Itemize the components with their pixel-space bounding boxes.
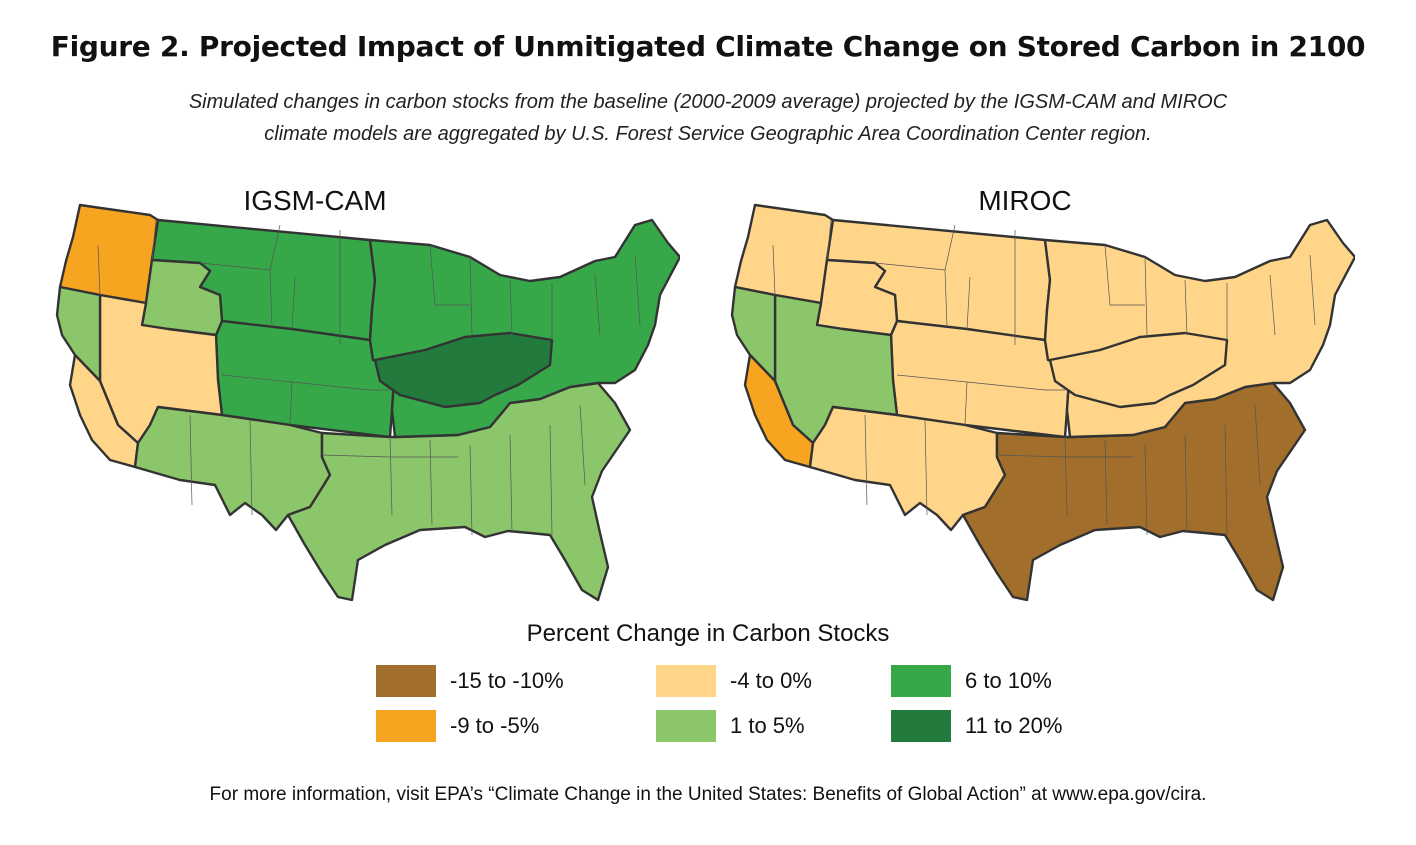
region-southern-california: [743, 353, 815, 469]
region-great-basin-north: [815, 258, 899, 337]
footer-note: For more information, visit EPA’s “Clima…: [209, 784, 1207, 805]
legend-item: -15 to -10%: [376, 665, 564, 697]
legend-item: 11 to 20%: [891, 710, 1062, 742]
legend-swatch: [656, 710, 716, 742]
legend-label: 6 to 10%: [965, 668, 1052, 693]
subtitle-line-1: Simulated changes in carbon stocks from …: [188, 91, 1228, 113]
legend: -15 to -10% -9 to -5% -4 to 0% 1 to 5% 6…: [376, 665, 1116, 745]
us-map-miroc: [730, 203, 1355, 602]
legend-label: -9 to -5%: [450, 713, 540, 738]
legend-item: 6 to 10%: [891, 665, 1052, 697]
figure-subtitle: Simulated changes in carbon stocks from …: [60, 86, 1356, 150]
legend-swatch: [656, 665, 716, 697]
region-eastern-central: [373, 331, 554, 409]
legend-swatch: [891, 665, 951, 697]
region-northwest: [58, 203, 160, 305]
legend-label: -15 to -10%: [450, 668, 564, 693]
legend-label: 11 to 20%: [965, 713, 1063, 738]
region-southwest: [133, 405, 332, 532]
map-title-miroc: MIROC: [978, 185, 1072, 216]
state-boundaries: [97, 219, 641, 536]
subtitle-line-2: climate models are aggregated by U.S. Fo…: [264, 123, 1152, 145]
map-title-igsm-cam: IGSM-CAM: [243, 185, 387, 216]
legend-swatch: [891, 710, 951, 742]
legend-label: -4 to 0%: [730, 668, 812, 693]
legend-item: -4 to 0%: [656, 665, 812, 697]
map-panel-miroc: MIROC: [715, 185, 1355, 610]
region-southern-california: [68, 353, 140, 469]
figure-title: Figure 2. Projected Impact of Unmitigate…: [50, 30, 1366, 63]
region-southwest: [808, 405, 1007, 532]
region-northwest: [733, 203, 835, 305]
legend-swatch: [376, 710, 436, 742]
legend-label: 1 to 5%: [730, 713, 805, 738]
legend-item: 1 to 5%: [656, 710, 805, 742]
state-boundaries: [772, 219, 1316, 536]
us-map-igsm-cam: [55, 203, 680, 602]
map-panel-igsm-cam: IGSM-CAM: [40, 185, 680, 610]
legend-swatch: [376, 665, 436, 697]
region-great-basin-north: [140, 258, 224, 337]
legend-item: -9 to -5%: [376, 710, 539, 742]
legend-title: Percent Change in Carbon Stocks: [526, 620, 890, 647]
region-eastern-central: [1048, 331, 1229, 409]
